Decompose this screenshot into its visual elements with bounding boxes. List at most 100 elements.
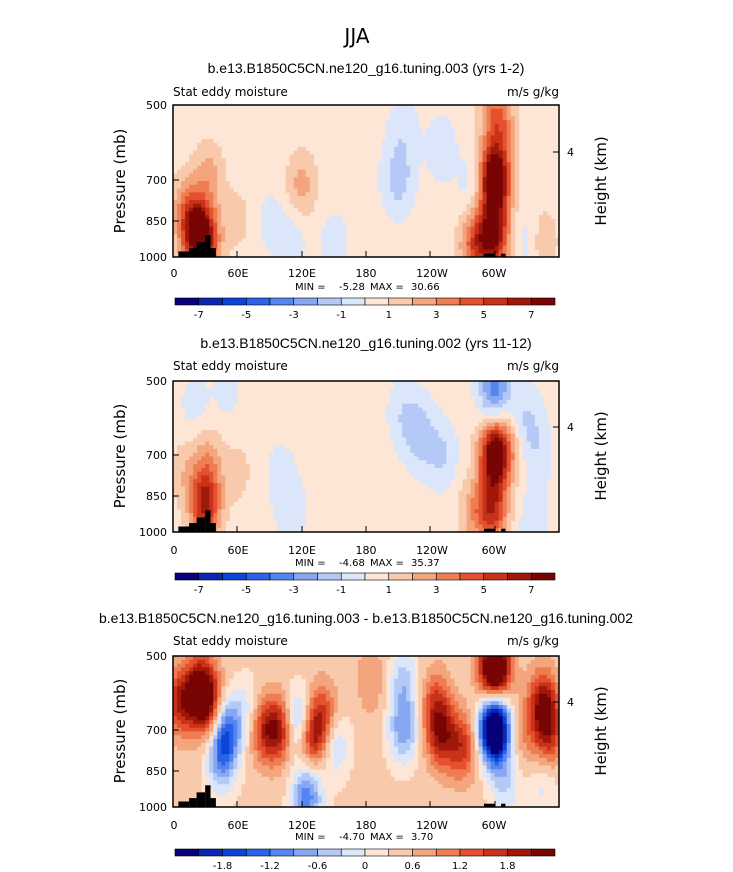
contour-cell [546, 215, 552, 220]
contour-cell [370, 667, 375, 672]
contour-cell [185, 667, 190, 672]
contour-cell [197, 486, 202, 491]
contour-cell [261, 674, 266, 680]
contour-cell [333, 671, 339, 676]
contour-cell [506, 678, 512, 683]
contour-cell [474, 245, 479, 250]
contour-cell [534, 667, 540, 672]
contour-cell [305, 678, 311, 683]
contour-cell [382, 693, 387, 698]
contour-cell [446, 659, 451, 664]
contour-cell [502, 407, 508, 412]
contour-cell [470, 708, 475, 714]
contour-cell [402, 445, 407, 450]
contour-cell [209, 501, 214, 506]
contour-cell [293, 516, 299, 522]
contour-cell [229, 708, 234, 714]
contour-cell [446, 464, 451, 469]
contour-cell [213, 388, 218, 393]
contour-cell [221, 392, 226, 397]
contour-cell [486, 105, 492, 110]
contour-cell [386, 188, 391, 193]
contour-cell [337, 671, 343, 676]
contour-cell [538, 441, 544, 446]
contour-cell [225, 234, 230, 239]
contour-cell [209, 234, 214, 239]
contour-cell [345, 693, 351, 698]
contour-cell [506, 112, 512, 117]
contour-cell [297, 663, 303, 668]
contour-cell [237, 452, 242, 457]
contour-cell [241, 226, 246, 231]
contour-cell [498, 150, 504, 155]
contour-cell [297, 169, 303, 174]
contour-cell [277, 667, 282, 672]
contour-cell [205, 494, 210, 499]
contour-cell [333, 245, 339, 250]
contour-cell [189, 490, 194, 495]
contour-cell [406, 154, 411, 159]
contour-cell [241, 708, 246, 714]
contour-cell [454, 146, 459, 151]
contour-cell [506, 181, 512, 186]
panel-1-ytick-1000: 1000 [139, 251, 167, 264]
contour-cell [422, 460, 427, 465]
contour-cell [450, 456, 455, 461]
contour-cell [510, 154, 516, 159]
contour-cell [534, 528, 540, 533]
colorbar-cell [412, 572, 437, 581]
contour-cell [370, 697, 375, 702]
contour-cell [309, 682, 315, 687]
panel-2-plot [172, 380, 560, 533]
colorbar-label: -5 [241, 585, 251, 596]
contour-cell [494, 241, 500, 246]
contour-cell [486, 520, 492, 525]
contour-cell [450, 460, 455, 465]
contour-cell [378, 184, 383, 189]
contour-cell [285, 238, 290, 243]
contour-cell [390, 396, 395, 401]
contour-cell [361, 701, 367, 706]
contour-cell [382, 158, 387, 163]
contour-cell [526, 712, 532, 717]
contour-cell [410, 158, 415, 163]
contour-cell [422, 441, 427, 446]
contour-cell [374, 686, 379, 691]
contour-cell [530, 682, 536, 687]
contour-cell [253, 689, 258, 695]
contour-cell [406, 188, 411, 193]
contour-cell [430, 430, 435, 435]
contour-cell [229, 501, 234, 506]
contour-cell [486, 456, 492, 461]
contour-cell [518, 674, 524, 680]
contour-cell [285, 674, 290, 680]
contour-cell [185, 388, 190, 393]
contour-cell [522, 411, 528, 416]
contour-cell [177, 678, 182, 683]
contour-cell [514, 418, 520, 423]
contour-cell [442, 139, 447, 144]
contour-cell [201, 222, 206, 227]
contour-cell [498, 135, 504, 140]
contour-cell [498, 708, 504, 714]
contour-cell [442, 433, 447, 439]
contour-cell [462, 173, 467, 178]
contour-cell [490, 234, 496, 239]
contour-cell [353, 674, 359, 680]
contour-cell [217, 464, 222, 469]
contour-cell [241, 712, 246, 717]
contour-cell [209, 139, 214, 144]
contour-cell [542, 697, 548, 702]
contour-cell [426, 712, 431, 717]
contour-cell [221, 686, 226, 691]
contour-cell [446, 418, 451, 423]
contour-cell [217, 392, 222, 397]
contour-cell [193, 513, 198, 518]
contour-cell [305, 656, 311, 661]
contour-cell [173, 234, 178, 239]
contour-cell [185, 678, 190, 683]
contour-cell [265, 226, 270, 231]
contour-cell [370, 693, 375, 698]
contour-cell [506, 143, 512, 148]
contour-cell [181, 200, 186, 205]
